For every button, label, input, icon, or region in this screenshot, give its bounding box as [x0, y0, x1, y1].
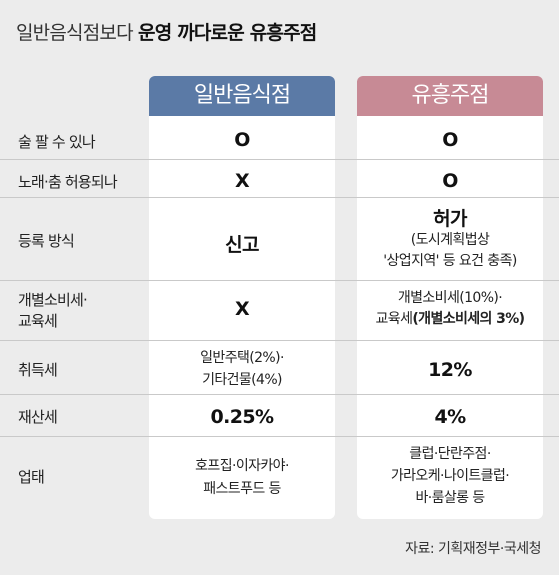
entertainment-registration: 허가	[433, 208, 467, 230]
general-restaurant-header: 일반음식점	[149, 76, 335, 116]
row-label-registration: 등록 방식	[18, 232, 75, 250]
entertainment-bar-column: 유흥주점 O O 허가 (도시계획법상 '상업지역' 등 요건 충족) 개별소비…	[357, 76, 543, 519]
row-label-special-tax-2: 교육세	[18, 312, 58, 330]
row-label-business-type: 업태	[18, 468, 45, 486]
general-singing-dancing: X	[234, 170, 250, 192]
entertainment-special-tax-bold: (개별소비세의 3%)	[412, 311, 525, 327]
entertainment-sell-alcohol: O	[442, 129, 458, 151]
row-divider	[0, 280, 559, 281]
entertainment-property-tax: 4%	[434, 406, 466, 428]
general-restaurant-column: 일반음식점 O X 신고 X 일반주택(2%)· 기타건물(4%) 0.25% …	[149, 76, 335, 519]
entertainment-singing-dancing: O	[442, 170, 458, 192]
entertainment-special-tax-prefix: 교육세	[375, 311, 413, 327]
row-label-acquisition-tax: 취득세	[18, 361, 58, 379]
row-label-special-tax-1: 개별소비세·	[18, 291, 88, 309]
row-divider	[0, 436, 559, 437]
row-divider	[0, 197, 559, 198]
general-business-type-2: 패스트푸드 등	[203, 481, 281, 497]
row-divider	[0, 394, 559, 395]
entertainment-special-tax-2: 교육세(개별소비세의 3%)	[357, 309, 543, 330]
row-label-singing-dancing: 노래·춤 허용되나	[18, 173, 118, 191]
general-sell-alcohol: O	[234, 129, 250, 151]
entertainment-special-tax-1: 개별소비세(10%)·	[397, 290, 503, 306]
row-label-property-tax: 재산세	[18, 408, 58, 426]
general-business-type-1: 호프집·이자카야·	[195, 458, 289, 474]
entertainment-business-type-1: 클럽·단란주점·	[409, 446, 491, 462]
title-emphasis: 운영 까다로운 유흥주점	[138, 22, 317, 44]
general-property-tax: 0.25%	[210, 406, 275, 428]
entertainment-acquisition-tax: 12%	[428, 359, 472, 381]
general-acquisition-tax-1: 일반주택(2%)·	[200, 350, 284, 366]
general-acquisition-tax-2: 기타건물(4%)	[202, 372, 282, 388]
row-divider	[0, 340, 559, 341]
entertainment-registration-note-2: '상업지역' 등 요건 충족)	[383, 253, 517, 269]
row-label-sell-alcohol: 술 팔 수 있나	[18, 133, 96, 151]
entertainment-registration-note-1: (도시계획법상	[410, 232, 490, 248]
source-note: 자료: 기획재정부·국세청	[405, 541, 541, 557]
general-registration: 신고	[225, 234, 259, 256]
chart-title: 일반음식점보다 운영 까다로운 유흥주점	[16, 18, 317, 45]
title-prefix: 일반음식점보다	[16, 22, 139, 44]
entertainment-bar-header: 유흥주점	[357, 76, 543, 116]
entertainment-business-type-3: 바·룸살롱 등	[415, 490, 485, 506]
entertainment-business-type-2: 가라오케·나이트클럽·	[390, 468, 510, 484]
general-special-tax: X	[234, 298, 250, 320]
row-divider	[0, 159, 559, 160]
